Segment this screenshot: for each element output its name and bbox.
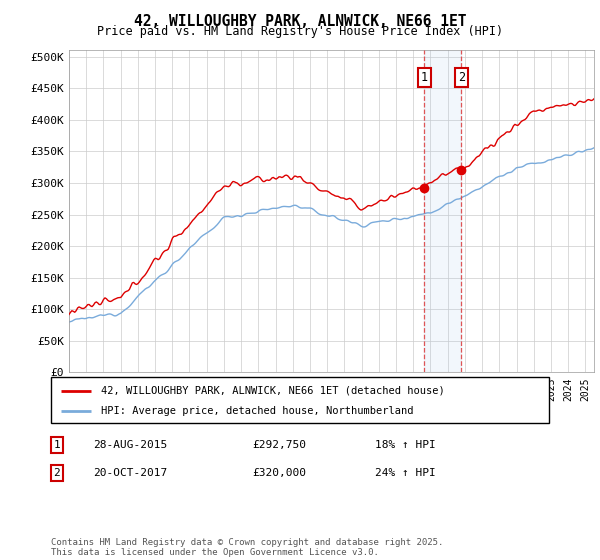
Text: 42, WILLOUGHBY PARK, ALNWICK, NE66 1ET: 42, WILLOUGHBY PARK, ALNWICK, NE66 1ET	[134, 14, 466, 29]
FancyBboxPatch shape	[51, 377, 549, 423]
Text: 1: 1	[421, 71, 428, 84]
Text: 28-AUG-2015: 28-AUG-2015	[93, 440, 167, 450]
Text: 1: 1	[53, 440, 61, 450]
Text: Price paid vs. HM Land Registry's House Price Index (HPI): Price paid vs. HM Land Registry's House …	[97, 25, 503, 38]
Text: £320,000: £320,000	[252, 468, 306, 478]
Text: HPI: Average price, detached house, Northumberland: HPI: Average price, detached house, Nort…	[101, 407, 413, 416]
Bar	[424, 50, 461, 372]
Text: 20-OCT-2017: 20-OCT-2017	[93, 468, 167, 478]
Text: Contains HM Land Registry data © Crown copyright and database right 2025.
This d: Contains HM Land Registry data © Crown c…	[51, 538, 443, 557]
Text: 18% ↑ HPI: 18% ↑ HPI	[375, 440, 436, 450]
Text: £292,750: £292,750	[252, 440, 306, 450]
Text: 42, WILLOUGHBY PARK, ALNWICK, NE66 1ET (detached house): 42, WILLOUGHBY PARK, ALNWICK, NE66 1ET (…	[101, 386, 445, 396]
Text: 24% ↑ HPI: 24% ↑ HPI	[375, 468, 436, 478]
Text: 2: 2	[53, 468, 61, 478]
Text: 2: 2	[458, 71, 465, 84]
